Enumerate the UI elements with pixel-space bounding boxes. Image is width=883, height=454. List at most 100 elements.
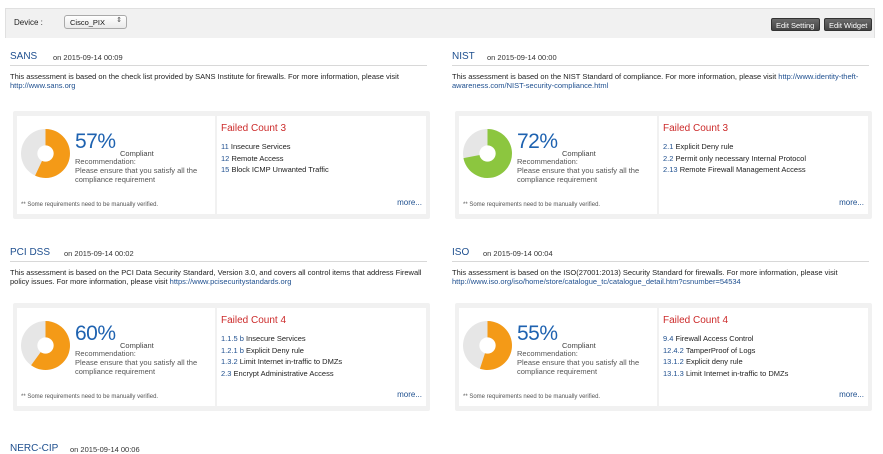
requirement-link[interactable]: 13.1.3	[663, 368, 684, 378]
failed-list: 2.1 Explicit Deny rule 2.2 Permit only n…	[663, 141, 806, 176]
failed-item: 1.2.1 b Explicit Deny rule	[221, 345, 342, 357]
failed-summary: Failed Count 3 11 Insecure Services 12 R…	[217, 116, 426, 214]
requirement-text: Insecure Services	[230, 142, 291, 151]
failed-item: 1.3.2 Limit Internet in-traffic to DMZs	[221, 356, 342, 368]
donut-hole	[37, 337, 54, 354]
donut-hole	[479, 145, 496, 162]
failed-item: 2.2 Permit only necessary Internal Proto…	[663, 153, 806, 165]
edit-widget-button[interactable]: Edit Widget	[824, 18, 872, 31]
failed-item: 15 Block ICMP Unwanted Traffic	[221, 164, 329, 176]
failed-list: 11 Insecure Services 12 Remote Access 15…	[221, 141, 329, 176]
compliance-percent: 57%	[75, 130, 116, 153]
recommendation-label: Recommendation:	[517, 349, 578, 358]
compliance-panel-nist: NIST on 2015-09-14 00:00 This assessment…	[452, 51, 882, 221]
panel-date: on 2015-09-14 00:02	[64, 249, 134, 258]
failed-item: 9.4 Firewall Access Control	[663, 333, 788, 345]
panel-date: on 2015-09-14 00:06	[70, 445, 140, 454]
recommendation-text: Please ensure that you satisfy all the c…	[517, 166, 640, 184]
toolbar: Device : Cisco_PIX ⇕ Edit Setting Edit W…	[5, 8, 875, 38]
requirement-text: Block ICMP Unwanted Traffic	[231, 165, 329, 174]
manual-verify-note: ** Some requirements need to be manually…	[463, 394, 601, 400]
requirement-link[interactable]: 2.1	[663, 142, 674, 151]
info-link[interactable]: http://www.identity-theft-awareness.com/…	[452, 72, 859, 90]
more-link[interactable]: more...	[397, 390, 422, 399]
manual-verify-note: ** Some requirements need to be manually…	[463, 202, 601, 208]
failed-item: 1.1.5 b Insecure Services	[221, 333, 342, 345]
more-link[interactable]: more...	[397, 198, 422, 207]
requirement-link[interactable]: 2.2	[663, 153, 674, 163]
recommendation-text: Please ensure that you satisfy all the c…	[75, 166, 198, 184]
compliance-panel-iso: ISO on 2015-09-14 00:04 This assessment …	[452, 247, 882, 417]
recommendation-text: Please ensure that you satisfy all the c…	[517, 358, 640, 376]
recommendation: Recommendation: Please ensure that you s…	[75, 157, 215, 184]
device-select[interactable]: Cisco_PIX ⇕	[64, 15, 127, 29]
recommendation-text: Please ensure that you satisfy all the c…	[75, 358, 198, 376]
failed-item: 13.1.2 Explicit deny rule	[663, 356, 788, 368]
failed-item: 11 Insecure Services	[221, 141, 329, 153]
requirement-link[interactable]: 11	[221, 142, 229, 151]
compliance-donut	[463, 129, 512, 178]
panel-date: on 2015-09-14 00:04	[483, 249, 553, 258]
requirement-text: Remote Firewall Management Access	[679, 165, 806, 174]
requirement-text: Limit Internet in-traffic to DMZs	[685, 368, 789, 378]
compliance-summary: 60% Compliant Recommendation: Please ens…	[17, 308, 215, 406]
requirement-link[interactable]: 1.1.5 b	[221, 334, 244, 343]
compliance-summary: 57% Compliant Recommendation: Please ens…	[17, 116, 215, 214]
requirement-text: TamperProof of Logs	[685, 345, 756, 355]
requirement-text: Remote Access	[231, 153, 284, 163]
panel-description: This assessment is based on the check li…	[10, 72, 435, 90]
failed-count: Failed Count 3	[221, 123, 287, 134]
description-text: This assessment is based on the check li…	[10, 72, 399, 81]
failed-item: 12 Remote Access	[221, 153, 329, 165]
more-link[interactable]: more...	[839, 390, 864, 399]
requirement-text: Explicit deny rule	[685, 357, 743, 366]
compliance-card: 57% Compliant Recommendation: Please ens…	[13, 111, 430, 219]
failed-count: Failed Count 4	[663, 315, 729, 326]
recommendation-label: Recommendation:	[75, 157, 136, 166]
recommendation: Recommendation: Please ensure that you s…	[517, 157, 657, 184]
requirement-link[interactable]: 13.1.2	[663, 357, 684, 366]
compliance-donut	[21, 129, 70, 178]
info-link[interactable]: https://www.pcisecuritystandards.org	[169, 277, 292, 286]
description-text: This assessment is based on the NIST Sta…	[452, 72, 777, 81]
panel-description: This assessment is based on the PCI Data…	[10, 268, 435, 286]
edit-setting-button[interactable]: Edit Setting	[771, 18, 820, 31]
device-label: Device :	[14, 18, 43, 27]
failed-item: 13.1.3 Limit Internet in-traffic to DMZs	[663, 368, 788, 380]
requirement-text: Insecure Services	[246, 334, 306, 343]
failed-item: 2.3 Encrypt Administrative Access	[221, 368, 342, 380]
more-link[interactable]: more...	[839, 198, 864, 207]
manual-verify-note: ** Some requirements need to be manually…	[21, 202, 159, 208]
requirement-link[interactable]: 2.3	[221, 368, 232, 378]
failed-count: Failed Count 3	[663, 123, 729, 134]
failed-item: 2.1 Explicit Deny rule	[663, 141, 806, 153]
recommendation-label: Recommendation:	[517, 157, 578, 166]
requirement-link[interactable]: 1.2.1 b	[221, 345, 244, 355]
select-arrows-icon: ⇕	[116, 17, 122, 24]
compliant-label: Compliant	[562, 149, 596, 158]
donut-hole	[37, 145, 54, 162]
failed-summary: Failed Count 4 9.4 Firewall Access Contr…	[659, 308, 868, 406]
requirement-link[interactable]: 12.4.2	[663, 345, 684, 355]
compliance-panel-pci-dss: PCI DSS on 2015-09-14 00:02 This assessm…	[10, 247, 440, 417]
compliance-percent: 60%	[75, 322, 116, 345]
requirement-link[interactable]: 1.3.2	[221, 357, 238, 366]
requirement-text: Permit only necessary Internal Protocol	[675, 153, 807, 163]
panel-title: NERC-CIP	[10, 443, 59, 454]
requirement-link[interactable]: 2.13	[663, 165, 678, 174]
compliance-card: 72% Compliant Recommendation: Please ens…	[455, 111, 872, 219]
requirement-link[interactable]: 9.4	[663, 334, 674, 343]
panel-title: PCI DSS	[10, 247, 51, 258]
failed-summary: Failed Count 4 1.1.5 b Insecure Services…	[217, 308, 426, 406]
failed-item: 2.13 Remote Firewall Management Access	[663, 164, 806, 176]
compliance-panel-sans: SANS on 2015-09-14 00:09 This assessment…	[10, 51, 440, 221]
info-link[interactable]: http://www.sans.org	[10, 81, 76, 90]
recommendation: Recommendation: Please ensure that you s…	[517, 349, 657, 376]
requirement-text: Firewall Access Control	[675, 334, 754, 343]
compliance-percent: 55%	[517, 322, 558, 345]
requirement-link[interactable]: 15	[221, 165, 230, 174]
recommendation: Recommendation: Please ensure that you s…	[75, 349, 215, 376]
requirement-link[interactable]: 12	[221, 153, 230, 163]
compliance-card: 60% Compliant Recommendation: Please ens…	[13, 303, 430, 411]
info-link[interactable]: http://www.iso.org/iso/home/store/catalo…	[452, 277, 741, 286]
